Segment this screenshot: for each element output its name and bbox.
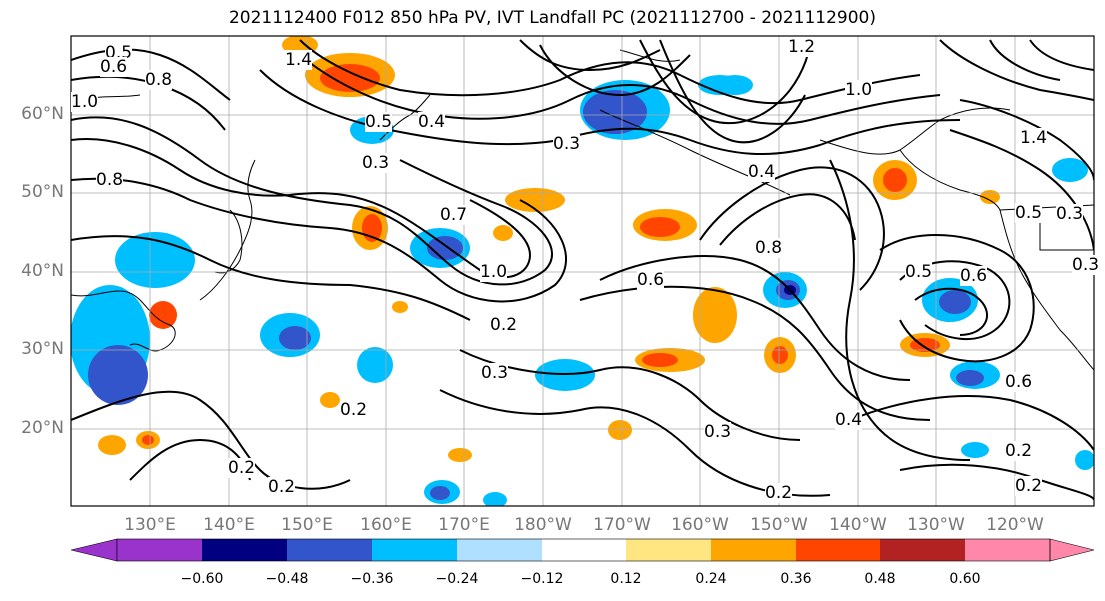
- coastlines: [71, 49, 1094, 371]
- contour-label: 0.2: [765, 483, 793, 503]
- lon-label: 170°W: [593, 515, 651, 535]
- colorbar-tick-label: −0.48: [265, 571, 309, 587]
- contour-label: 0.3: [1056, 204, 1084, 224]
- colorbar-bin: [796, 539, 880, 561]
- colorbar-tick-label: −0.60: [180, 571, 224, 587]
- pv-shading: [71, 36, 1094, 506]
- lon-label: 130°W: [907, 515, 965, 535]
- colorbar-bin: [457, 539, 542, 561]
- contour-label: 0.5: [905, 262, 933, 282]
- lat-label: 50°N: [21, 182, 64, 202]
- lat-label: 30°N: [21, 339, 64, 359]
- lon-label: 180°W: [514, 515, 572, 535]
- lon-label: 130°E: [124, 515, 176, 535]
- contour-label: 0.2: [340, 400, 368, 420]
- contour-label: 0.3: [481, 363, 509, 383]
- lon-label: 120°W: [986, 515, 1044, 535]
- contour-label: 0.8: [96, 170, 124, 190]
- colorbar-bin: [287, 539, 372, 561]
- colorbar-bin: [117, 539, 202, 561]
- colorbar-tick-label: −0.24: [435, 571, 479, 587]
- lon-label: 170°E: [438, 515, 490, 535]
- contour-label: 0.4: [835, 410, 863, 430]
- contour-label: 0.5: [1015, 203, 1043, 223]
- contour-label: 0.5: [365, 112, 393, 132]
- colorbar-bin: [880, 539, 965, 561]
- colorbar-bin: [626, 539, 711, 561]
- colorbar-bin: [711, 539, 796, 561]
- lat-label: 60°N: [21, 104, 64, 124]
- contour-label: 0.2: [268, 477, 296, 497]
- colorbar-extend-low: [70, 538, 118, 562]
- colorbar-extend-high: [1049, 538, 1095, 562]
- contour-label: 0.8: [755, 238, 783, 258]
- contour-label: 1.0: [71, 92, 99, 112]
- contour-label: 0.4: [418, 112, 446, 132]
- contour-label: 0.3: [553, 134, 581, 154]
- contour-label: 0.8: [145, 70, 173, 90]
- contour-label: 1.0: [480, 262, 508, 282]
- contour-label: 0.2: [490, 315, 518, 335]
- colorbar-tick-label: 0.12: [610, 571, 642, 587]
- lon-label: 160°E: [360, 515, 412, 535]
- colorbar-bin: [202, 539, 287, 561]
- colorbar-tick-label: −0.36: [350, 571, 394, 587]
- contour-label: 0.2: [1005, 441, 1033, 461]
- colorbar-tick-label: 0.48: [864, 571, 896, 587]
- lat-label: 40°N: [21, 261, 64, 281]
- contour-label: 0.4: [748, 162, 776, 182]
- colorbar-tick-label: 0.24: [695, 571, 727, 587]
- ivt-contours: [71, 39, 1094, 501]
- contour-label: 0.6: [1005, 372, 1033, 392]
- lat-label: 20°N: [21, 418, 64, 438]
- colorbar-bin: [372, 539, 457, 561]
- lon-label: 140°W: [829, 515, 887, 535]
- lon-label: 150°W: [750, 515, 808, 535]
- lon-label: 160°W: [671, 515, 729, 535]
- contour-label: 1.4: [1020, 128, 1048, 148]
- contour-label: 1.0: [845, 80, 873, 100]
- contour-label: 0.6: [960, 266, 988, 286]
- colorbar: [70, 538, 1095, 562]
- contour-label: 0.7: [440, 205, 468, 225]
- contour-label: 1.2: [788, 37, 816, 57]
- contour-label: 0.6: [637, 270, 665, 290]
- contour-label: 0.2: [1015, 476, 1043, 496]
- colorbar-bin: [542, 539, 626, 561]
- contour-label: 0.6: [100, 57, 128, 77]
- colorbar-bin: [965, 539, 1050, 561]
- colorbar-tick-label: 0.36: [780, 571, 812, 587]
- map-title: 2021112400 F012 850 hPa PV, IVT Landfall…: [228, 8, 876, 28]
- contour-label: 0.2: [228, 458, 256, 478]
- contour-label: 0.3: [1072, 255, 1100, 275]
- contour-label: 0.3: [362, 153, 390, 173]
- lon-label: 150°E: [281, 515, 333, 535]
- contour-label: 1.4: [285, 50, 313, 70]
- contour-label: 0.3: [704, 422, 732, 442]
- colorbar-tick-label: −0.12: [520, 571, 564, 587]
- colorbar-tick-label: 0.60: [949, 571, 981, 587]
- lon-label: 140°E: [203, 515, 255, 535]
